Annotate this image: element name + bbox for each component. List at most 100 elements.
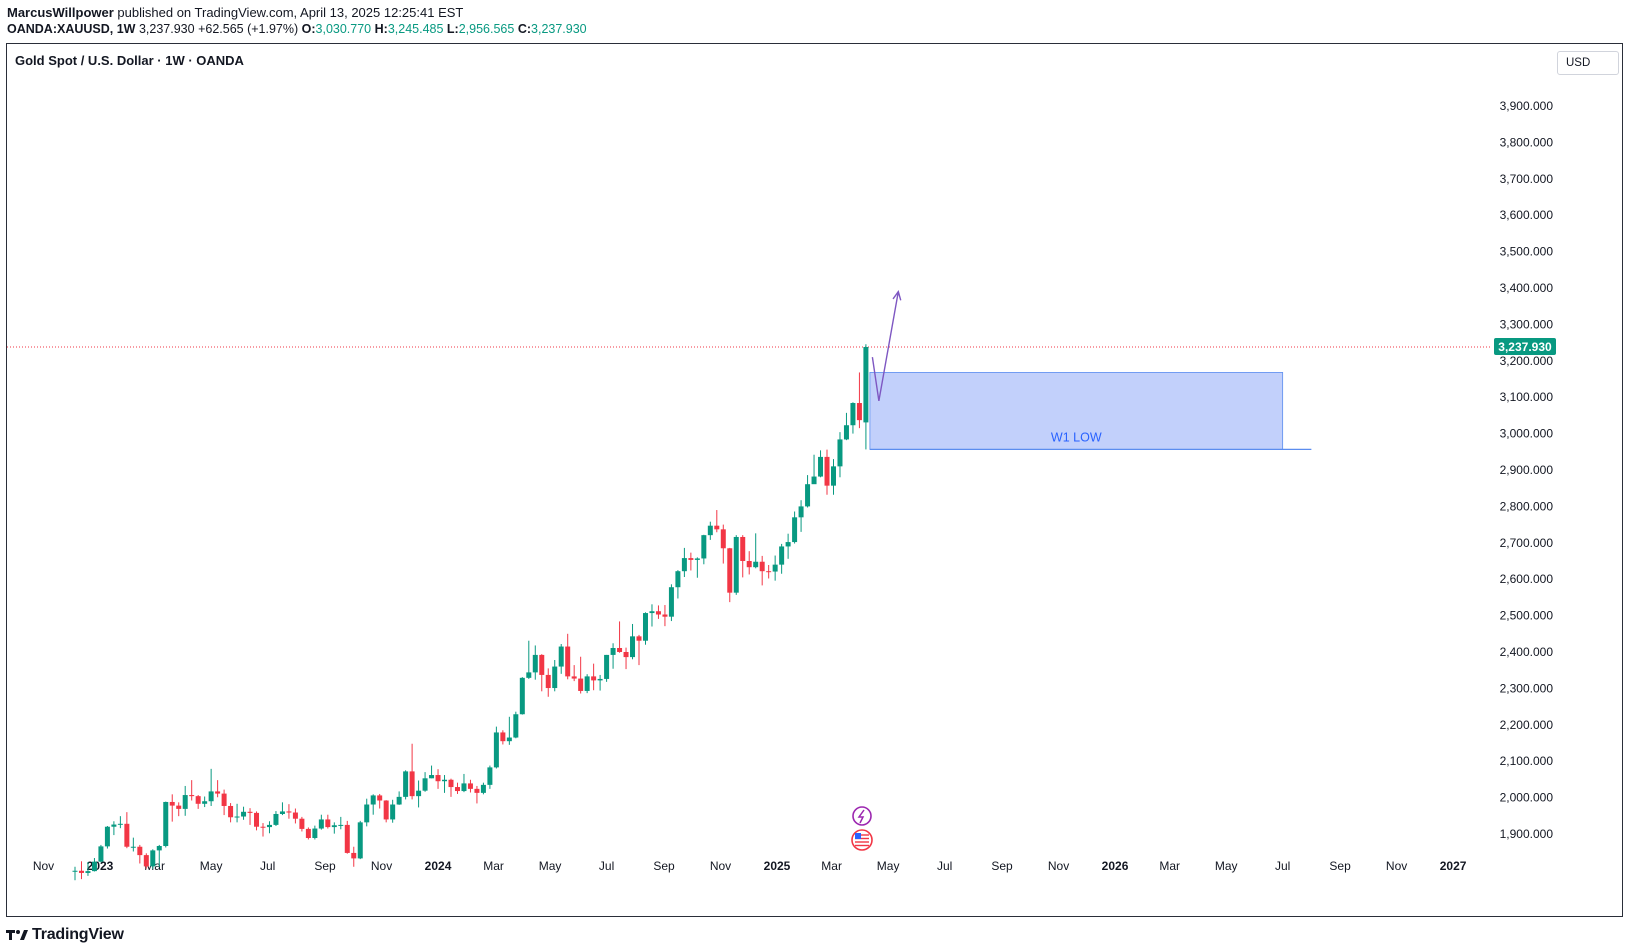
x-tick-label: May: [539, 859, 562, 873]
candle-down: [448, 779, 454, 788]
candle-up: [552, 666, 558, 689]
candle-up: [830, 466, 836, 486]
candle-up: [798, 506, 804, 518]
candle-up: [668, 587, 674, 617]
x-tick-label: Nov: [371, 859, 392, 873]
candle-up: [156, 846, 162, 851]
high-label: H:: [374, 22, 388, 36]
candle-down: [824, 456, 830, 486]
low-value: 2,956.565: [458, 22, 515, 36]
candle-down: [636, 636, 642, 641]
y-tick-label: 2,100.000: [1500, 754, 1554, 768]
low-label: L:: [446, 22, 459, 36]
last-price-tag-label: 3,237.930: [1498, 340, 1552, 354]
candle-down: [435, 775, 441, 782]
y-tick-label: 2,200.000: [1500, 718, 1554, 732]
candle-down: [78, 870, 84, 873]
candle-up: [357, 822, 363, 859]
x-tick-label: Mar: [483, 859, 504, 873]
candle-down: [189, 795, 195, 797]
high-value: 3,245.485: [387, 22, 444, 36]
candle-up: [785, 542, 791, 547]
chart-legend-title: Gold Spot / U.S. Dollar · 1W · OANDA: [15, 53, 244, 68]
y-tick-label: 3,000.000: [1500, 427, 1554, 441]
candle-up: [130, 846, 136, 848]
close-label: C:: [517, 22, 532, 36]
candle-down: [662, 614, 668, 617]
candle-down: [195, 796, 201, 804]
y-tick-label: 2,000.000: [1500, 791, 1554, 805]
candle-down: [124, 823, 130, 847]
candle-up: [396, 796, 402, 805]
candle-up: [532, 654, 538, 673]
candle-up: [487, 767, 493, 785]
candle-up: [681, 558, 687, 572]
candle-down: [623, 652, 629, 658]
candle-up: [811, 476, 817, 485]
publish-text: published on TradingView.com, April 13, …: [117, 5, 464, 20]
author-name[interactable]: MarcusWillpower: [7, 5, 114, 20]
candle-down: [260, 826, 266, 828]
candle-down: [856, 403, 862, 421]
candle-down: [143, 855, 149, 867]
x-tick-label: May: [1215, 859, 1238, 873]
y-tick-label: 2,400.000: [1500, 645, 1554, 659]
x-tick-label: Mar: [1159, 859, 1180, 873]
candle-down: [383, 800, 389, 820]
x-tick-label: Mar: [821, 859, 842, 873]
x-tick-label: Jul: [260, 859, 275, 873]
candle-up: [98, 846, 104, 862]
candle-up: [753, 561, 759, 568]
candle-up: [111, 824, 117, 827]
projection-arrow: [871, 291, 900, 401]
candle-up: [675, 571, 681, 588]
x-tick-label: Jul: [937, 859, 952, 873]
candle-down: [169, 801, 175, 806]
candle-up: [318, 819, 324, 829]
candle-down: [137, 846, 143, 856]
y-tick-label: 1,900.000: [1500, 827, 1554, 841]
x-tick-label: May: [877, 859, 900, 873]
candle-down: [247, 811, 253, 813]
candle-up: [364, 804, 370, 823]
y-tick-label: 3,500.000: [1500, 245, 1554, 259]
candle-up: [279, 811, 285, 814]
candle-down: [305, 828, 311, 839]
y-tick-label: 2,900.000: [1500, 463, 1554, 477]
candle-up: [558, 646, 564, 667]
candle-down: [571, 676, 577, 679]
candle-down: [292, 812, 298, 819]
candle-up: [779, 546, 785, 565]
x-tick-label: Jul: [1275, 859, 1290, 873]
x-tick-label: May: [200, 859, 223, 873]
y-tick-label: 2,700.000: [1500, 536, 1554, 550]
candle-up: [850, 403, 856, 426]
candle-up: [422, 778, 428, 791]
x-tick-label: Sep: [653, 859, 675, 873]
y-tick-label: 3,700.000: [1500, 172, 1554, 186]
candle-down: [454, 787, 460, 792]
currency-button[interactable]: USD: [1557, 51, 1619, 75]
x-tick-label: 2026: [1102, 859, 1129, 873]
candle-up: [104, 826, 110, 847]
x-tick-label: Sep: [314, 859, 336, 873]
ohlc-summary: OANDA:XAUUSD, 1W 3,237.930 +62.565 (+1.9…: [7, 22, 587, 36]
close-value: 3,237.930: [531, 22, 587, 36]
candle-down: [759, 561, 765, 572]
candle-up: [416, 790, 422, 797]
candle-down: [474, 788, 480, 793]
candle-down: [617, 647, 623, 652]
last-price-tag: [1494, 337, 1556, 355]
open-value: 3,030.770: [315, 22, 372, 36]
candle-up: [863, 346, 869, 423]
y-tick-label: 2,300.000: [1500, 681, 1554, 695]
candle-down: [215, 791, 221, 794]
candle-up: [733, 536, 739, 593]
tradingview-logo-icon: [6, 930, 28, 940]
candle-up: [519, 677, 525, 715]
brand[interactable]: TradingView: [6, 926, 124, 944]
candle-up: [506, 737, 512, 742]
candle-up: [234, 816, 240, 818]
candle-down: [545, 674, 551, 689]
